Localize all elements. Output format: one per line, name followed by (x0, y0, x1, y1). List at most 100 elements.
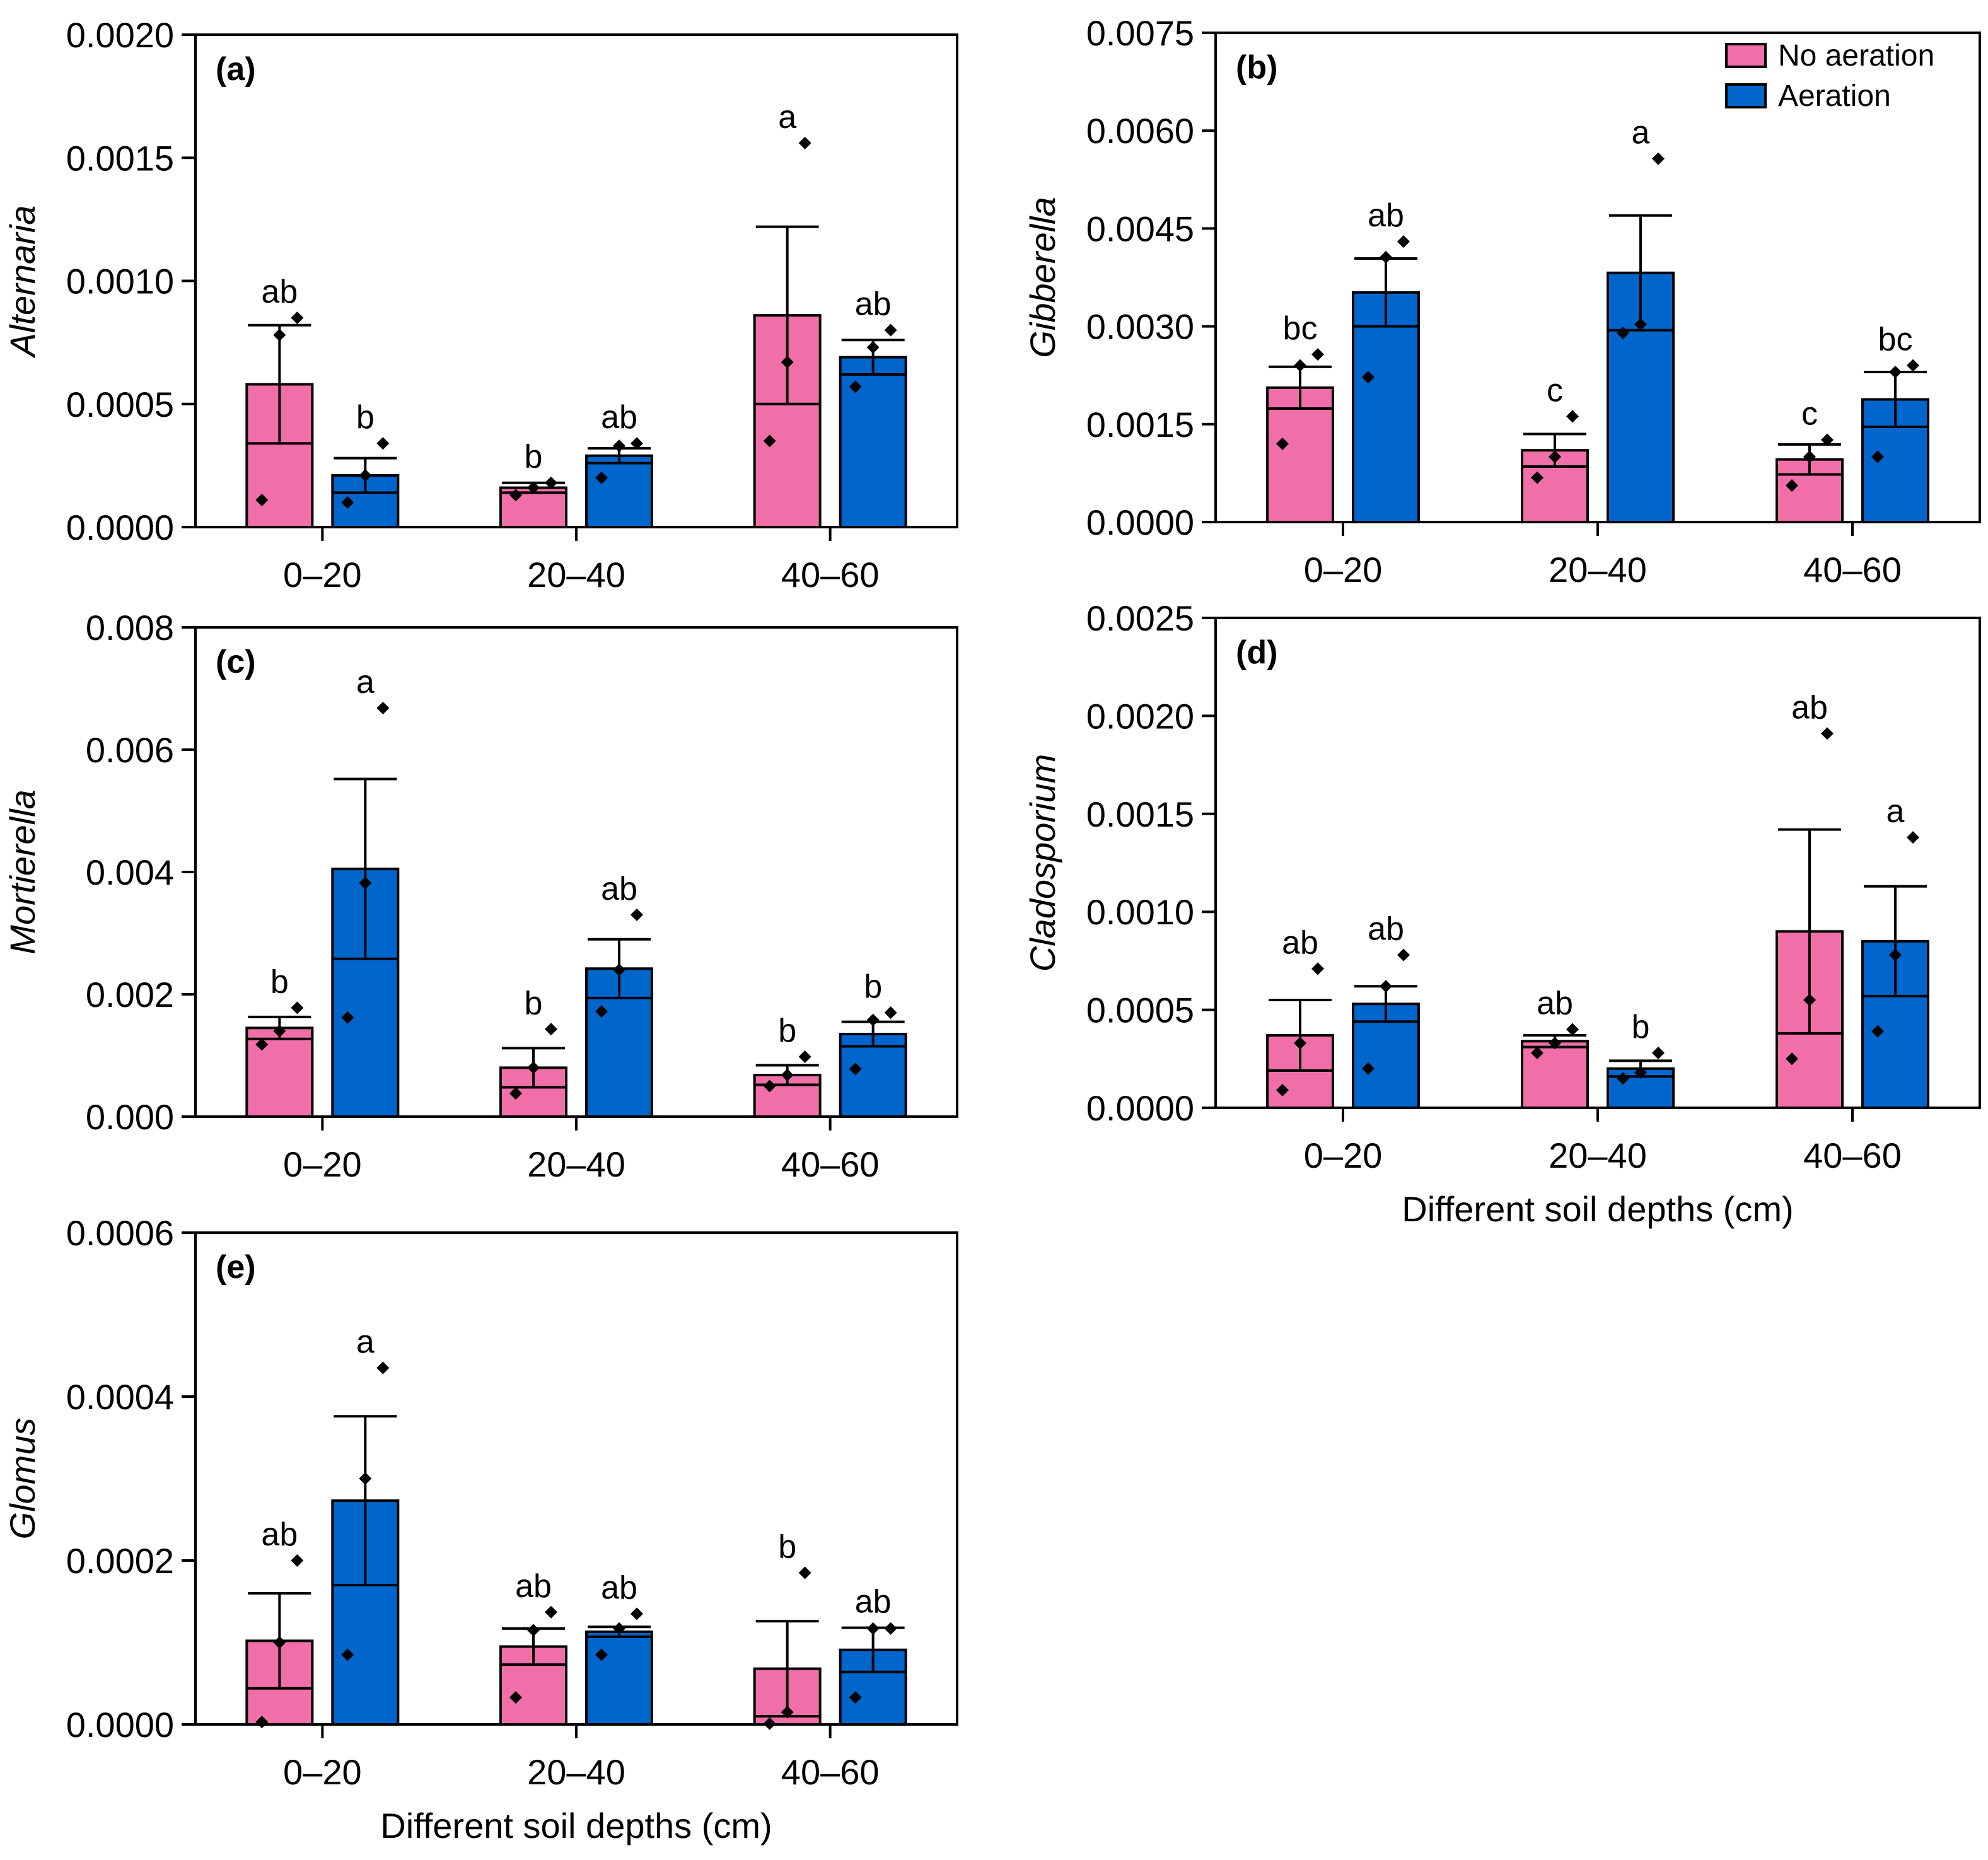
data-point (1652, 152, 1665, 165)
data-point (545, 1023, 557, 1036)
significance-letter: ab (1537, 985, 1573, 1022)
y-tick-label: 0.0002 (66, 1541, 174, 1581)
data-point (1617, 1072, 1629, 1085)
data-point (1276, 1084, 1289, 1097)
data-point (545, 1605, 557, 1619)
data-point (1362, 371, 1375, 384)
significance-letter: b (270, 963, 289, 1000)
data-point (1294, 1037, 1306, 1050)
y-tick-label: 0.0015 (1086, 794, 1194, 834)
y-tick-label: 0.0030 (1086, 307, 1194, 347)
significance-letter: ab (855, 1584, 892, 1620)
bar-aeration (839, 1033, 907, 1119)
x-category-label: 0–20 (283, 555, 362, 595)
y-tick-label: 0.0020 (1086, 696, 1194, 736)
bar-no-aeration (1521, 1040, 1589, 1109)
data-point (509, 1691, 522, 1704)
panel-c: (c) 0.000 0.002 0.004 0.006 0.008 Mortierella 0… (3, 608, 958, 1184)
y-tick-label: 0.0000 (66, 1705, 174, 1745)
data-point (781, 1706, 794, 1719)
data-point (291, 1554, 304, 1567)
data-point (763, 434, 776, 448)
bar-no-aeration (245, 1026, 314, 1118)
data-point (763, 1079, 776, 1093)
data-point (509, 1087, 522, 1100)
data-point (527, 481, 540, 494)
x-category-label: 0–20 (283, 1144, 362, 1184)
panel-label: (c) (216, 644, 256, 680)
y-tick-label: 0.0006 (66, 1213, 174, 1253)
x-category-label: 20–40 (1549, 1136, 1647, 1175)
x-axis-title: Different soil depths (cm) (380, 1806, 772, 1845)
significance-letter: ab (1282, 924, 1318, 961)
y-tick-label: 0.000 (86, 1097, 174, 1137)
data-point (376, 1361, 390, 1375)
data-point (884, 323, 897, 337)
significance-letter: ab (601, 1570, 637, 1607)
x-category-label: 20–40 (527, 1752, 625, 1792)
data-point (1821, 433, 1834, 446)
y-axis-title: Glomus (3, 1418, 42, 1540)
data-point (631, 908, 643, 921)
legend-swatch-no-aeration (1725, 43, 1767, 68)
data-point (781, 356, 794, 369)
data-point (255, 1038, 269, 1051)
y-tick-label: 0.0045 (1086, 209, 1194, 248)
data-point (1889, 366, 1902, 379)
data-point (341, 1011, 354, 1024)
significance-letter: ab (601, 399, 637, 436)
y-tick-label: 0.0005 (1086, 991, 1194, 1030)
y-axis-title: Cladosporium (1023, 754, 1062, 972)
y-tick-label: 0.0010 (1086, 892, 1194, 932)
data-point (1276, 437, 1289, 450)
y-tick-label: 0.0020 (66, 15, 174, 55)
data-point (798, 1566, 811, 1579)
y-axis-title: Gibberella (1023, 197, 1062, 357)
panel-d: (d) 0.0000 0.0005 0.0010 0.0015 0.0020 0.0025 C… (1023, 598, 1981, 1229)
significance-letter: bc (1283, 310, 1318, 347)
panel-b: (b) 0.0000 0.0015 0.0030 0.0045 0.0060 0.0075 G… (1023, 13, 1981, 590)
data-point (595, 1648, 608, 1661)
data-point (255, 494, 269, 507)
data-point (1380, 250, 1392, 264)
significance-letter: ab (1368, 197, 1404, 234)
panel-label: (b) (1236, 49, 1277, 86)
data-point (1566, 410, 1579, 423)
data-point (1871, 1025, 1884, 1038)
data-point (359, 876, 372, 890)
bar-aeration (585, 454, 653, 529)
data-point (866, 1622, 880, 1635)
data-point (631, 437, 643, 450)
significance-letter: b (356, 399, 375, 436)
data-point (1311, 348, 1324, 361)
x-category-label: 0–20 (1304, 550, 1383, 590)
x-category-label: 20–40 (1549, 550, 1647, 590)
data-point (255, 1716, 269, 1729)
y-tick-label: 0.0025 (1086, 598, 1194, 638)
data-point (1889, 948, 1902, 962)
x-category-label: 20–40 (527, 1144, 625, 1184)
significance-letter: a (1886, 793, 1905, 830)
data-point (1821, 727, 1834, 740)
panel-label: (d) (1236, 634, 1277, 671)
data-point (1549, 1037, 1561, 1050)
bar-no-aeration (499, 1645, 567, 1726)
data-point (1566, 1023, 1579, 1036)
data-point (359, 468, 372, 482)
x-category-label: 20–40 (527, 555, 625, 595)
significance-letter: a (1632, 115, 1650, 151)
data-point (866, 340, 880, 354)
data-point (1380, 980, 1392, 993)
data-point (884, 1006, 897, 1020)
data-point (1786, 1052, 1798, 1066)
bar-aeration (1352, 291, 1420, 523)
x-axis-title: Different soil depths (cm) (1402, 1189, 1793, 1229)
significance-letter: ab (601, 871, 637, 907)
data-point (376, 702, 390, 715)
panel-label: (a) (216, 51, 256, 88)
data-point (798, 1050, 811, 1063)
x-category-label: 40–60 (781, 1144, 880, 1184)
legend-swatch-aeration (1725, 83, 1767, 108)
data-point (1803, 450, 1816, 463)
data-point (613, 439, 625, 453)
